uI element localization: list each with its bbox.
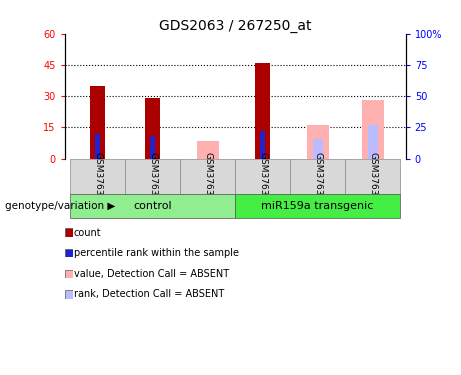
Bar (255, 63, 270, 159)
Title: GDS2063 / 267250_at: GDS2063 / 267250_at (159, 19, 311, 33)
Bar (368, 125, 378, 159)
Bar (95, 134, 100, 159)
Bar (180, 159, 235, 194)
Bar (145, 98, 160, 159)
Bar (150, 136, 155, 159)
Bar (290, 159, 345, 194)
Text: count: count (74, 228, 101, 237)
Bar (125, 159, 180, 194)
Text: genotype/variation ▶: genotype/variation ▶ (5, 201, 115, 211)
Text: GSM37633: GSM37633 (93, 152, 102, 201)
Bar (313, 139, 323, 159)
Bar (90, 86, 105, 159)
Bar (362, 100, 384, 159)
Bar (235, 194, 400, 217)
Text: control: control (133, 201, 172, 211)
Text: GSM37635: GSM37635 (148, 152, 157, 201)
Text: value, Detection Call = ABSENT: value, Detection Call = ABSENT (74, 269, 229, 279)
Text: percentile rank within the sample: percentile rank within the sample (74, 248, 239, 258)
Text: GSM37634: GSM37634 (258, 152, 267, 201)
Bar (260, 131, 266, 159)
Bar (70, 159, 125, 194)
Text: GSM37638: GSM37638 (368, 152, 377, 201)
Bar (345, 159, 400, 194)
Text: GSM37637: GSM37637 (313, 152, 322, 201)
Bar (196, 141, 219, 159)
Bar (70, 194, 235, 217)
Text: GSM37636: GSM37636 (203, 152, 212, 201)
Text: miR159a transgenic: miR159a transgenic (261, 201, 374, 211)
Text: rank, Detection Call = ABSENT: rank, Detection Call = ABSENT (74, 290, 224, 299)
Bar (307, 125, 329, 159)
Bar (235, 159, 290, 194)
